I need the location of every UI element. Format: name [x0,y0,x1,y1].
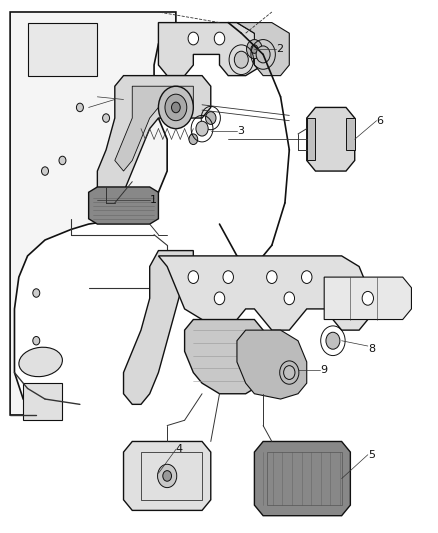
Polygon shape [23,383,62,420]
Text: 5: 5 [367,450,374,460]
Text: 2: 2 [276,44,283,54]
Text: 4: 4 [176,445,183,455]
Polygon shape [10,12,176,415]
Polygon shape [28,22,97,76]
Text: 3: 3 [237,126,244,136]
Polygon shape [237,22,289,76]
Circle shape [205,112,215,124]
Polygon shape [97,76,210,203]
Circle shape [158,86,193,128]
Polygon shape [306,108,354,171]
Text: 9: 9 [319,365,326,375]
Circle shape [283,366,294,379]
Circle shape [59,156,66,165]
Polygon shape [123,251,193,405]
Polygon shape [158,256,367,330]
Text: 1: 1 [149,195,156,205]
Circle shape [162,471,171,481]
Circle shape [102,114,110,122]
Circle shape [188,134,197,144]
Text: 8: 8 [367,344,374,354]
Polygon shape [237,330,306,399]
Circle shape [214,32,224,45]
Circle shape [187,32,198,45]
Circle shape [76,103,83,112]
Circle shape [234,51,248,68]
Circle shape [33,336,40,345]
Circle shape [255,46,269,63]
Polygon shape [184,319,271,394]
Circle shape [187,271,198,284]
Circle shape [361,292,373,305]
Polygon shape [115,86,193,171]
Polygon shape [158,22,262,76]
Polygon shape [345,118,354,150]
Polygon shape [323,277,410,319]
Circle shape [251,45,257,53]
Circle shape [42,167,48,175]
Circle shape [157,464,177,488]
Circle shape [283,292,294,305]
Circle shape [33,289,40,297]
Polygon shape [254,441,350,516]
Polygon shape [123,441,210,511]
Polygon shape [88,187,158,224]
Polygon shape [306,118,315,160]
Circle shape [223,271,233,284]
Circle shape [266,271,276,284]
Circle shape [301,271,311,284]
Circle shape [195,121,208,136]
Text: 6: 6 [376,116,383,126]
Circle shape [214,292,224,305]
Circle shape [171,102,180,113]
Circle shape [325,332,339,349]
Ellipse shape [19,347,62,377]
Circle shape [246,39,261,59]
Circle shape [165,94,186,120]
